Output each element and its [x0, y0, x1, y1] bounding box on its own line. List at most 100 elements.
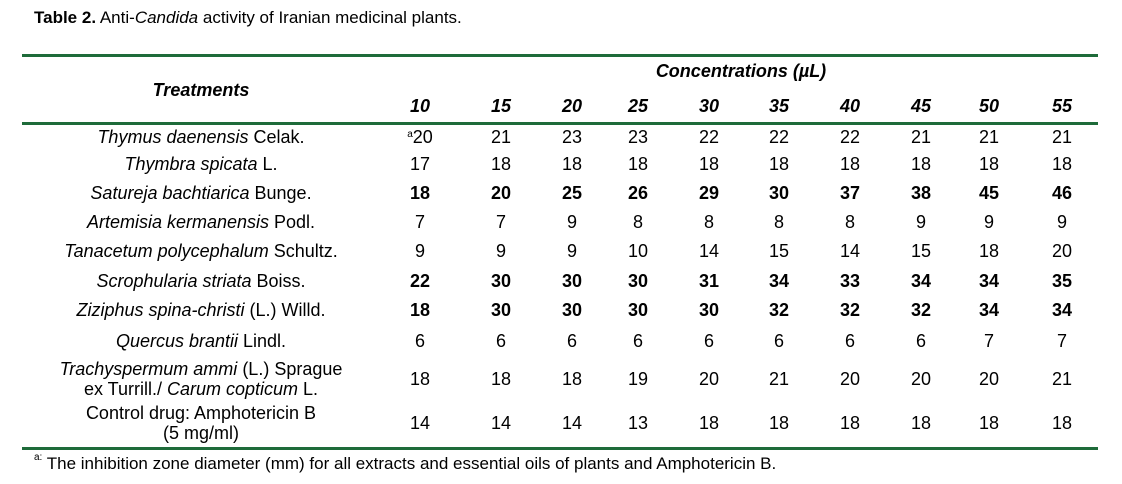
value-text: 8 [703, 212, 714, 232]
column-header: 40 [839, 96, 861, 116]
species-authority: ex Turrill./ [83, 379, 167, 399]
value-text: 21 [1051, 127, 1073, 147]
value-cell: 46 [1032, 183, 1092, 203]
value-text: 18 [839, 413, 861, 433]
value-cell: 6 [542, 331, 602, 351]
value-cell: 20 [891, 369, 951, 389]
value-text: 37 [839, 183, 861, 203]
value-cell: 20 [471, 183, 531, 203]
value-text: 20 [698, 369, 720, 389]
value-cell: 9 [471, 241, 531, 261]
value-text: 18 [561, 369, 583, 389]
value-cell: 33 [820, 271, 880, 291]
footnote-text: The inhibition zone diameter (mm) for al… [42, 454, 777, 473]
value-text: 34 [978, 271, 1000, 291]
species-name: Thymus daenensis [97, 127, 249, 147]
value-cell: 6 [679, 331, 739, 351]
value-text: 29 [698, 183, 720, 203]
value-cell: 21 [1032, 127, 1092, 147]
value-cell: 30 [608, 271, 668, 291]
value-text: 32 [768, 300, 790, 320]
value-text: 23 [561, 127, 583, 147]
value-text: 6 [844, 331, 855, 351]
value-text: 20 [412, 127, 433, 147]
species-name: Ziziphus spina-christi [76, 300, 245, 320]
value-cell: 30 [471, 271, 531, 291]
species-authority: L. [257, 154, 278, 174]
value-text: 30 [561, 271, 583, 291]
column-header: 15 [490, 96, 512, 116]
value-text: 8 [632, 212, 643, 232]
value-text: 32 [910, 300, 932, 320]
value-cell: 18 [749, 413, 809, 433]
value-cell: 30 [542, 300, 602, 320]
value-cell: 8 [749, 212, 809, 232]
value-cell: 22 [390, 271, 450, 291]
value-cell: 18 [959, 241, 1019, 261]
value-text: 34 [978, 300, 1000, 320]
species-authority: Bunge. [249, 183, 312, 203]
species-authority: Celak. [248, 127, 305, 147]
value-text: 22 [698, 127, 720, 147]
value-text: 34 [1051, 300, 1073, 320]
value-text: 20 [910, 369, 932, 389]
value-cell: 6 [390, 331, 450, 351]
value-cell: 7 [1032, 331, 1092, 351]
value-cell: 14 [820, 241, 880, 261]
table-top-rule [22, 54, 1098, 57]
value-text: 31 [698, 271, 720, 291]
table-row: Scrophularia striata Boiss. 22 30 30 30 31 34 3… [0, 271, 1122, 291]
species-name: Thymbra spicata [124, 154, 258, 174]
treatment-name: Thymbra spicata L. [22, 154, 380, 174]
value-text: 7 [495, 212, 506, 232]
column-header: 35 [768, 96, 790, 116]
value-text: 19 [627, 369, 649, 389]
value-text: 18 [1051, 413, 1073, 433]
value-text: 18 [627, 154, 649, 174]
value-text: 10 [627, 241, 649, 261]
value-cell: 18 [749, 154, 809, 174]
value-text: 20 [839, 369, 861, 389]
caption-label: Table 2. [34, 8, 97, 27]
value-cell: 18 [608, 154, 668, 174]
value-text: 30 [490, 300, 512, 320]
value-text: 18 [839, 154, 861, 174]
value-text: 13 [627, 413, 649, 433]
control-name: Control drug: Amphotericin B [85, 403, 317, 423]
value-text: 9 [414, 241, 425, 261]
value-text: 18 [409, 183, 431, 203]
treatment-name: Quercus brantii Lindl. [22, 331, 380, 351]
value-cell: 22 [679, 127, 739, 147]
concentrations-header: Concentrations (µL) [655, 61, 827, 81]
species-authority: L. [298, 379, 319, 399]
value-text: 6 [414, 331, 425, 351]
value-cell: 25 [542, 183, 602, 203]
value-text: 32 [839, 300, 861, 320]
value-cell: 6 [820, 331, 880, 351]
value-text: 30 [768, 183, 790, 203]
value-text: 18 [698, 154, 720, 174]
value-cell: 14 [679, 241, 739, 261]
value-cell: 18 [959, 154, 1019, 174]
value-cell: 18 [959, 413, 1019, 433]
value-text: 14 [561, 413, 583, 433]
value-cell: 30 [749, 183, 809, 203]
value-cell: 32 [891, 300, 951, 320]
column-header: 20 [561, 96, 583, 116]
species-authority: Lindl. [238, 331, 287, 351]
value-cell: 9 [542, 241, 602, 261]
table-footnote: a: The inhibition zone diameter (mm) for… [34, 452, 777, 474]
value-cell: 30 [471, 300, 531, 320]
value-cell: 14 [542, 413, 602, 433]
value-cell: 21 [959, 127, 1019, 147]
value-text: 9 [1056, 212, 1067, 232]
value-text: 6 [632, 331, 643, 351]
value-text: 18 [910, 154, 932, 174]
value-cell: 18 [820, 413, 880, 433]
table-row: Ziziphus spina-christi (L.) Willd. 18 30 30… [0, 300, 1122, 320]
value-cell: 23 [542, 127, 602, 147]
value-cell: 22 [820, 127, 880, 147]
value-cell: 6 [749, 331, 809, 351]
value-text: 18 [768, 413, 790, 433]
value-cell: 9 [1032, 212, 1092, 232]
